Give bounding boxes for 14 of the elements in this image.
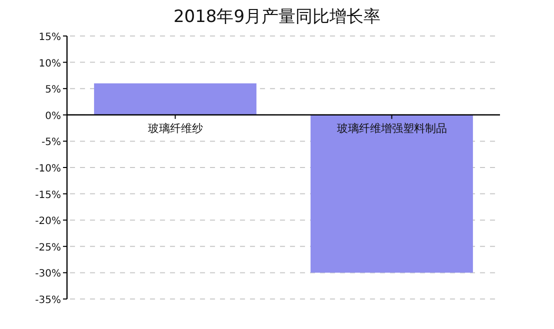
y-tick-label: -35% [35, 295, 61, 306]
y-tick-label: 0% [45, 110, 61, 122]
y-tick-label: 5% [45, 84, 61, 96]
x-tick-label: 玻璃纤维增强塑料制品 [336, 122, 447, 135]
y-tick-label: 10% [38, 58, 61, 70]
y-tick-label: -20% [35, 216, 61, 228]
y-tick-label: -25% [35, 242, 61, 254]
y-tick-label: -5% [42, 137, 61, 148]
chart-title: 2018年9月产量同比增长率 [173, 7, 381, 27]
y-tick-label: -10% [35, 164, 61, 174]
y-tick-label: -30% [35, 268, 61, 280]
x-tick-label: 玻璃纤维纱 [148, 122, 203, 135]
y-tick-label: 15% [38, 32, 61, 43]
y-tick-label: -15% [35, 190, 61, 201]
